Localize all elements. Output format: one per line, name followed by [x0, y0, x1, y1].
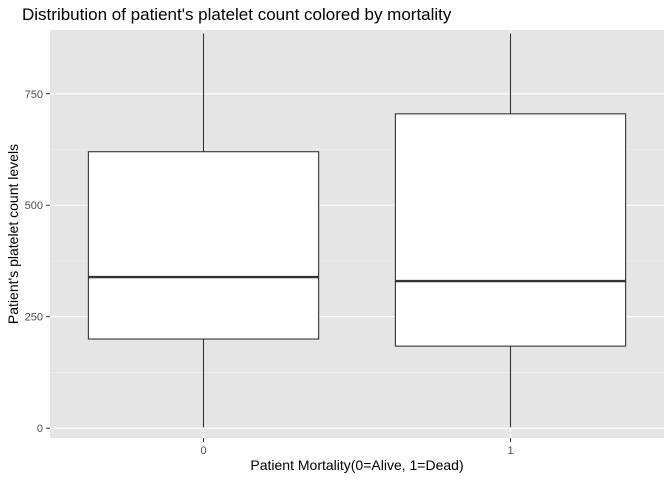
chart-title: Distribution of patient's platelet count… — [22, 5, 452, 24]
y-tick-label: 750 — [25, 89, 43, 101]
y-tick-label: 0 — [37, 423, 43, 435]
x-axis-title: Patient Mortality(0=Alive, 1=Dead) — [250, 457, 463, 473]
y-tick-label: 250 — [25, 312, 43, 324]
box-group-1 — [394, 33, 627, 428]
boxplot-series — [87, 33, 627, 428]
y-axis: 0 250 500 750 — [25, 89, 50, 435]
x-tick-label: 1 — [507, 445, 513, 457]
box-group-0 — [87, 33, 320, 428]
x-tick-label: 0 — [200, 445, 206, 457]
y-axis-title: Patient's platelet count levels — [5, 144, 21, 324]
box-iqr — [394, 113, 627, 347]
box-iqr — [87, 151, 320, 340]
y-tick-label: 500 — [25, 200, 43, 212]
